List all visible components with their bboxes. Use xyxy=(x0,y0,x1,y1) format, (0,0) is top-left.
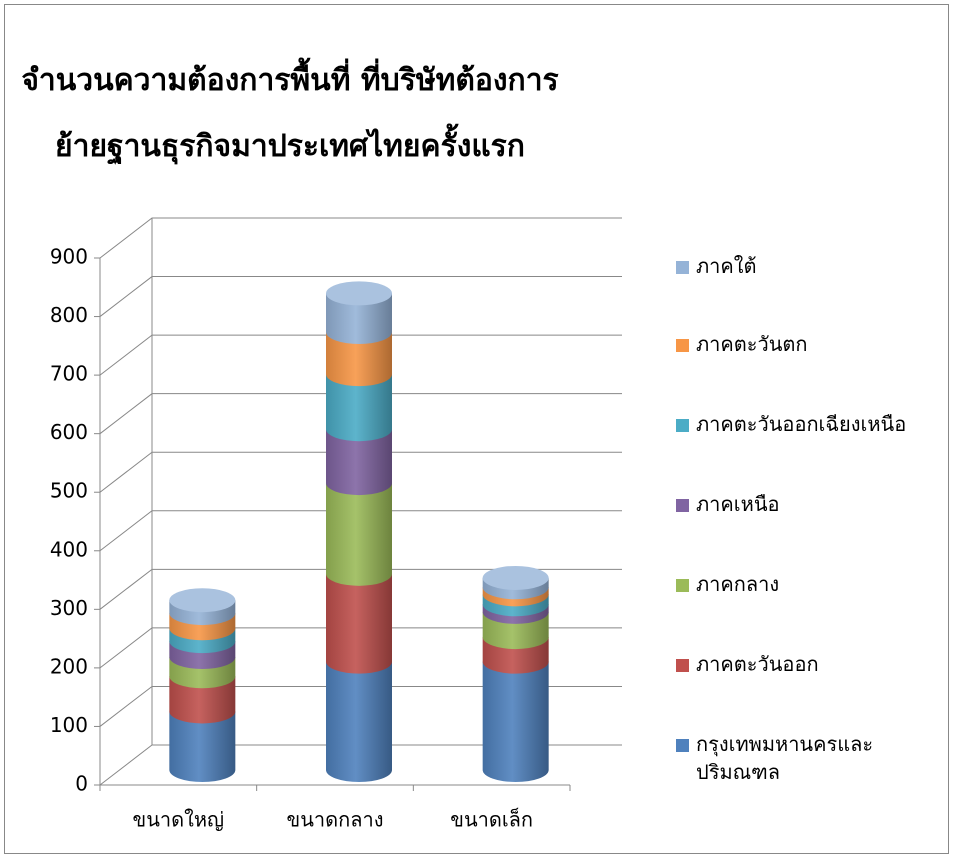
legend-swatch xyxy=(676,339,689,352)
legend-item: ภาคตะวันออกเฉียงเหนือ xyxy=(676,410,941,438)
y-tick-label: 900 xyxy=(50,245,88,269)
grid-line xyxy=(99,510,622,552)
legend-swatch xyxy=(676,499,689,512)
cylinder-body xyxy=(326,483,392,586)
chart-frame xyxy=(4,4,949,854)
legend-swatch xyxy=(676,579,689,592)
y-tick-label: 200 xyxy=(50,654,88,678)
bar-segment xyxy=(169,588,236,626)
bar-segment xyxy=(169,676,236,724)
chart-title: จำนวนความต้องการพื้นที่ ที่บริษัทต้องการ… xyxy=(21,63,559,164)
y-tick-label: 400 xyxy=(50,537,88,561)
x-tick-label: ขนาดกลาง xyxy=(287,808,384,832)
y-tick-label: 700 xyxy=(50,362,88,386)
cylinder-body xyxy=(326,374,392,442)
legend-swatch xyxy=(676,261,689,274)
cylinder-body xyxy=(169,711,236,783)
grid-line xyxy=(99,217,622,259)
legend-label: ภาคเหนือ xyxy=(696,492,780,516)
bar-segment xyxy=(169,711,236,783)
y-tick-label: 500 xyxy=(50,479,88,503)
cylinder-body xyxy=(169,676,236,724)
cylinder-body xyxy=(326,573,392,674)
bar-segment xyxy=(326,281,392,345)
bar-segment xyxy=(326,374,392,442)
bar-segment xyxy=(482,565,549,600)
bar-segment xyxy=(482,661,549,782)
legend-swatch xyxy=(676,659,689,672)
cylinder-top xyxy=(169,588,236,613)
legend-swatch xyxy=(676,419,689,432)
grid-line xyxy=(99,393,622,435)
cylinder-top xyxy=(482,565,549,590)
legend-swatch xyxy=(676,739,689,752)
legend-item: ภาคตะวันตก xyxy=(676,330,941,358)
legend-item: ภาคกลาง xyxy=(676,570,941,598)
legend-item: กรุงเทพมหานครและปริมณฑล xyxy=(676,730,906,786)
cylinder-body xyxy=(326,429,392,496)
bar-segment xyxy=(326,661,392,782)
grid-line xyxy=(99,334,622,376)
x-tick-label: ขนาดเล็ก xyxy=(450,807,533,832)
cylinder-body xyxy=(326,332,392,387)
legend-item: ภาคเหนือ xyxy=(676,490,941,518)
grid-line xyxy=(99,627,622,669)
legend-label: ภาคใต้ xyxy=(696,254,757,278)
bar-segment xyxy=(326,483,392,586)
legend-label: ภาคตะวันออกเฉียงเหนือ xyxy=(696,412,907,436)
grid-line xyxy=(99,568,622,610)
legend-item: ภาคตะวันออก xyxy=(676,650,941,678)
y-tick-label: 800 xyxy=(50,303,88,327)
cylinder-body xyxy=(326,293,392,345)
bar-segment xyxy=(326,429,392,496)
y-tick-label: 100 xyxy=(50,713,88,737)
grid-line xyxy=(99,276,622,317)
bar-segment xyxy=(326,573,392,674)
legend-label: ภาคตะวันออก xyxy=(696,652,819,676)
grid-line xyxy=(99,685,622,727)
x-tick-label: ขนาดใหญ่ xyxy=(133,808,225,832)
grid-line xyxy=(99,744,622,786)
y-tick-label: 600 xyxy=(50,420,88,444)
y-tick-label: 300 xyxy=(50,596,88,620)
cylinder-body xyxy=(326,661,392,782)
grid-line xyxy=(99,451,622,493)
y-tick-label: 0 xyxy=(75,772,88,796)
legend-label: ภาคกลาง xyxy=(696,572,780,596)
legend-item: ภาคใต้ xyxy=(676,252,941,280)
legend-label: กรุงเทพมหานครและปริมณฑล xyxy=(696,732,874,784)
legend-label: ภาคตะวันตก xyxy=(696,332,808,356)
bar-segment xyxy=(326,332,392,387)
cylinder-top xyxy=(326,281,392,306)
cylinder-body xyxy=(482,661,549,782)
